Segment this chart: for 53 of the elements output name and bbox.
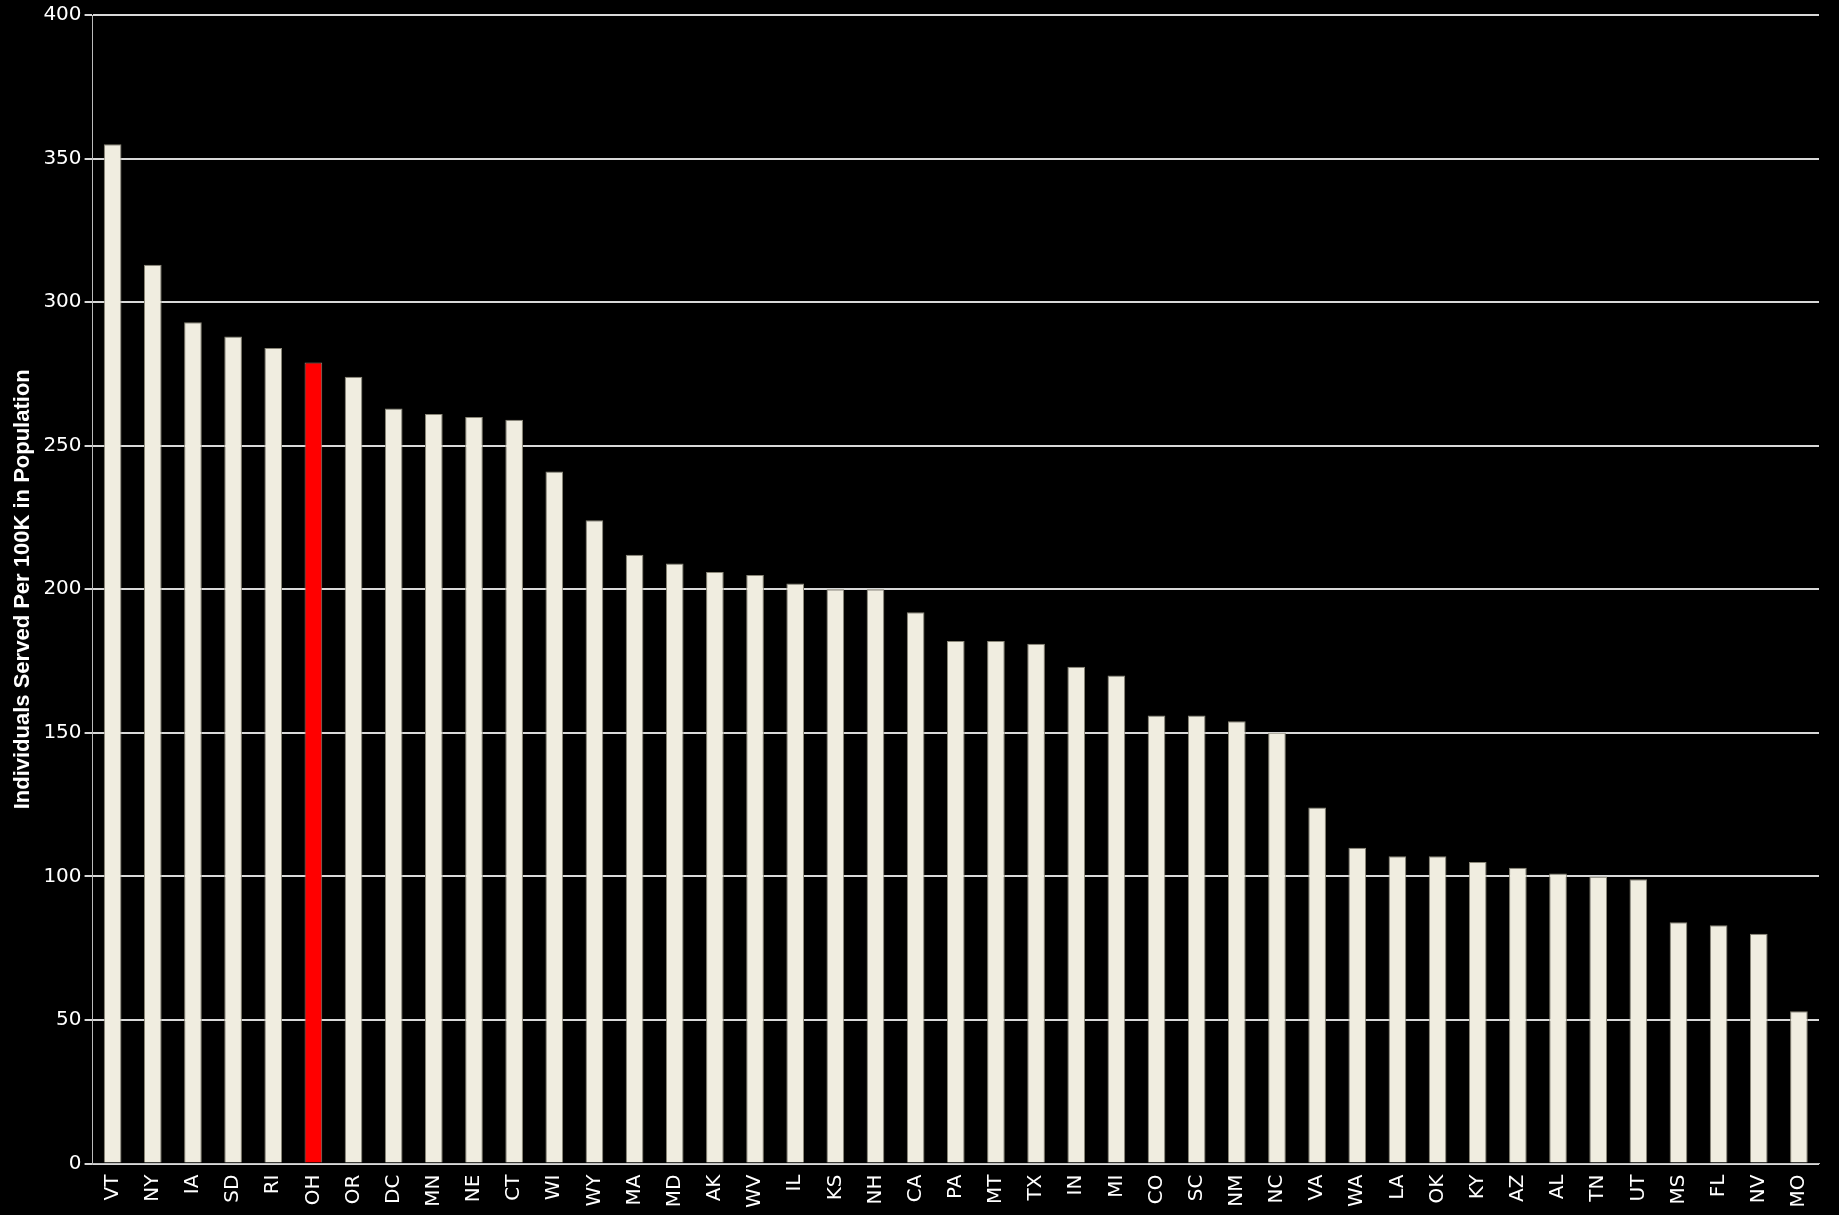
y-tick-label: 300 [43, 288, 82, 313]
x-tick-label: OH [299, 1174, 324, 1206]
x-tick-label: FL [1704, 1173, 1729, 1198]
x-tick-label: VA [1303, 1174, 1328, 1201]
y-tick-label: 150 [43, 719, 82, 744]
x-tick-label: WY [580, 1173, 605, 1207]
x-tick-label: MT [982, 1173, 1007, 1205]
x-tick-label: TX [1022, 1174, 1047, 1202]
x-tick-label: AL [1544, 1173, 1569, 1200]
x-tick-label: OK [1423, 1173, 1448, 1204]
x-tick-label: NM [1223, 1174, 1248, 1207]
x-tick-label: TN [1584, 1174, 1609, 1203]
y-tick-label: 200 [43, 575, 82, 600]
x-tick-label: MI [1102, 1174, 1127, 1198]
x-tick-label: NH [861, 1174, 886, 1205]
x-tick-label: CO [1142, 1174, 1167, 1205]
x-tick-label: PA [941, 1174, 966, 1200]
x-tick-label: DC [379, 1174, 404, 1204]
x-tick-label: NC [1263, 1174, 1288, 1204]
y-tick-label: 350 [43, 144, 82, 169]
x-tick-label: RI [259, 1174, 284, 1195]
x-tick-label: MN [420, 1174, 445, 1207]
x-tick-label: AK [701, 1173, 726, 1202]
y-tick-label: 400 [43, 1, 82, 26]
x-tick-label: VT [98, 1173, 123, 1201]
x-tick-label: UT [1624, 1173, 1649, 1202]
x-tick-label: IA [179, 1174, 204, 1195]
x-tick-label: WA [1343, 1174, 1368, 1207]
x-tick-label: KY [1463, 1173, 1488, 1200]
y-tick-label: 50 [56, 1006, 82, 1031]
y-tick-label: 0 [68, 1149, 82, 1174]
x-tick-label: AZ [1504, 1174, 1529, 1202]
x-tick-label: KS [821, 1174, 846, 1201]
x-tick-label: CT [500, 1173, 525, 1201]
x-tick-label: SD [219, 1174, 244, 1203]
x-tick-label: WV [741, 1174, 766, 1209]
x-tick-label: CA [901, 1174, 926, 1203]
x-tick-label: MO [1785, 1174, 1810, 1208]
x-tick-label: LA [1383, 1174, 1408, 1200]
x-tick-label: SC [1182, 1174, 1207, 1202]
x-tick-label: NE [460, 1174, 485, 1203]
y-axis-title: Individuals Served Per 100K in Population [9, 369, 35, 810]
y-tick-label: 100 [43, 862, 82, 887]
x-tick-label: MD [660, 1174, 685, 1208]
x-tick-label: OR [339, 1174, 364, 1205]
x-tick-label: MS [1664, 1174, 1689, 1205]
x-tick-label: IN [1062, 1174, 1087, 1196]
x-tick-label: IL [781, 1173, 806, 1192]
x-tick-label: NY [139, 1173, 163, 1202]
y-tick-label: 250 [43, 431, 82, 456]
x-tick-label: WI [540, 1174, 565, 1201]
x-tick-label: MA [620, 1174, 645, 1206]
x-tick-label: NV [1744, 1174, 1769, 1204]
